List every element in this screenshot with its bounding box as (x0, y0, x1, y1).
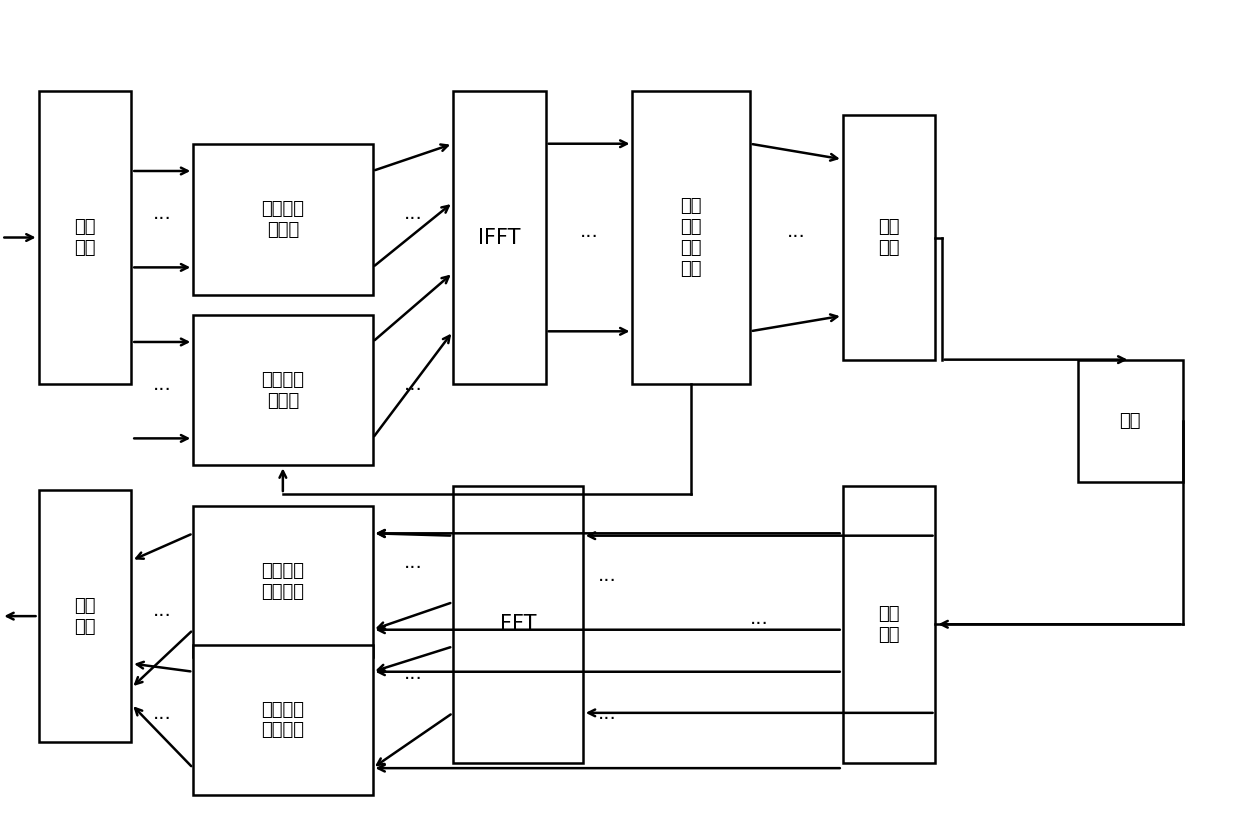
Text: FFT: FFT (500, 614, 536, 634)
Text: ···: ··· (403, 560, 422, 578)
Text: 三维信号
映射器: 三维信号 映射器 (262, 371, 304, 409)
Bar (843, 486, 935, 763)
Bar (193, 507, 372, 657)
Text: ···: ··· (787, 228, 806, 247)
Text: 信道: 信道 (1120, 412, 1141, 430)
Text: 串并
转换: 串并 转换 (878, 605, 900, 644)
Text: ···: ··· (153, 381, 171, 400)
Bar (193, 144, 372, 294)
Text: 并串
转换: 并串 转换 (74, 596, 95, 636)
Bar (193, 645, 372, 795)
Text: 串并
转换: 串并 转换 (74, 218, 95, 257)
Text: 三维信号
解映射器: 三维信号 解映射器 (262, 700, 304, 739)
Bar (632, 91, 750, 384)
Text: ···: ··· (403, 210, 422, 229)
Text: 二维信号
解映射器: 二维信号 解映射器 (262, 562, 304, 601)
Text: ···: ··· (153, 607, 171, 626)
Bar (453, 91, 546, 384)
Text: 并串
转换: 并串 转换 (878, 218, 900, 257)
Bar (843, 115, 935, 359)
Text: ···: ··· (579, 228, 599, 247)
Bar (453, 486, 583, 763)
Text: ···: ··· (598, 572, 618, 591)
Text: ···: ··· (403, 381, 422, 400)
Text: ···: ··· (598, 711, 618, 730)
Text: 峰均
功率
比比
较器: 峰均 功率 比比 较器 (681, 198, 702, 278)
Text: 二维信号
映射器: 二维信号 映射器 (262, 200, 304, 239)
Bar (38, 91, 131, 384)
Text: IFFT: IFFT (479, 227, 521, 248)
Text: ···: ··· (153, 210, 171, 229)
Text: ···: ··· (750, 614, 769, 634)
Bar (193, 315, 372, 466)
Bar (38, 490, 131, 743)
Text: ···: ··· (403, 670, 422, 689)
Text: ···: ··· (153, 711, 171, 730)
Bar (1078, 359, 1183, 482)
